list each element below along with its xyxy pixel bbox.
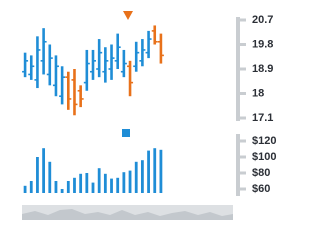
bar	[36, 157, 39, 193]
y-tick-label: 20.7	[252, 14, 273, 26]
bar	[122, 172, 126, 193]
navigator-area	[22, 209, 233, 220]
bar	[66, 181, 70, 193]
bar	[42, 148, 46, 193]
bar	[128, 170, 132, 193]
chart: 20.7 19.8 18.9 18 17.1 $120 $100 $80 $60	[22, 11, 276, 220]
bar	[134, 161, 138, 193]
bar	[147, 150, 150, 193]
bar	[91, 182, 95, 193]
bar	[54, 181, 58, 193]
y-tick-label: 17.1	[252, 112, 273, 124]
bar	[23, 185, 27, 193]
bar	[73, 177, 76, 193]
y-tick-label: $80	[252, 167, 270, 179]
bar	[103, 173, 107, 193]
y-tick-label: $60	[252, 183, 270, 195]
bar	[110, 178, 113, 193]
bar	[29, 181, 33, 193]
bar	[48, 161, 52, 193]
bar	[153, 148, 157, 193]
y-tick-label: 19.8	[252, 38, 273, 50]
bar	[60, 189, 64, 193]
bar	[159, 149, 163, 193]
bar	[97, 168, 101, 193]
marker-triangle	[123, 11, 133, 20]
marker-square	[122, 129, 130, 137]
bar	[140, 160, 144, 193]
bar	[79, 173, 83, 193]
y-tick-label: $100	[252, 151, 276, 163]
y-tick-label: $120	[252, 135, 276, 147]
y-tick-label: 18.9	[252, 63, 273, 75]
bar	[85, 173, 89, 193]
bar	[116, 177, 120, 193]
y-tick-label: 18	[252, 87, 264, 99]
